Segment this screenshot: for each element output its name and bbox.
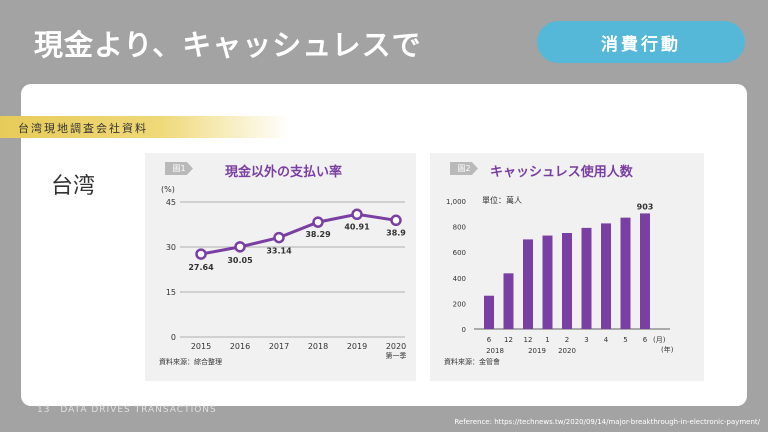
bar — [581, 227, 592, 329]
source-banner-label: 台湾現地調査会社資料 — [18, 122, 148, 135]
y-tick-label: 800 — [453, 224, 466, 232]
data-point — [234, 241, 246, 253]
y-axis-unit: 單位：萬人 — [482, 196, 522, 205]
bar — [523, 239, 533, 329]
page-number: 13 — [37, 405, 51, 415]
x-tick-label: 3 — [584, 336, 588, 344]
bar — [562, 233, 572, 329]
y-tick-label: 600 — [453, 249, 466, 257]
bar — [601, 223, 611, 329]
x-tick-label: 2016 — [230, 342, 250, 351]
slide-title: 現金より、キャッシュレスで — [34, 28, 422, 62]
figure-tag: 圖2 — [450, 162, 478, 175]
chart-source: 資料來源：綜合整理 — [159, 358, 222, 366]
year-label: 2020 — [558, 347, 576, 355]
data-point — [312, 216, 324, 228]
data-label: 33.14 — [266, 247, 292, 256]
x-tick-label: 2018 — [308, 342, 328, 351]
x-tick-label: 5 — [623, 336, 627, 344]
data-label: 27.64 — [188, 263, 214, 272]
x-tick-label: 6 — [643, 336, 648, 344]
region-label: 台湾 — [51, 174, 96, 199]
series-line — [200, 212, 397, 256]
y-tick-label: 15 — [166, 288, 176, 297]
cashless-users-chart-panel: 圖2 キャッシュレス使用人数 單位：萬人 0 200 400 600 800 1,000 6… — [430, 153, 704, 381]
y-tick-label: 1,000 — [446, 198, 466, 206]
x-tick-sublabel: 第一季 — [386, 351, 407, 360]
y-tick-label: 200 — [453, 300, 466, 308]
payment-rate-chart-panel: 圖1 現金以外の支払い率 (%) 0 15 30 45 2015 2016 2017 2018… — [145, 153, 416, 381]
data-label: 38.9 — [386, 228, 406, 237]
x-tick-label: 12 — [504, 336, 513, 344]
category-pill: 消費行動 — [537, 21, 745, 63]
chart-title: キャッシュレス使用人数 — [490, 165, 633, 180]
page-footer: 13 DATA DRIVES TRANSACTIONS — [37, 405, 223, 415]
data-point — [390, 214, 402, 227]
y-tick-label: 30 — [166, 243, 176, 252]
x-tick-label: 1 — [545, 336, 549, 344]
y-tick-label: 45 — [166, 198, 176, 207]
x-tick-label: 2020 — [386, 342, 406, 351]
x-tick-label: 6 — [487, 336, 492, 344]
x-tick-label: 2019 — [347, 342, 367, 351]
bar — [620, 217, 631, 329]
chart-source: 資料來源：金管會 — [444, 358, 500, 366]
x-tick-label: 4 — [604, 336, 609, 344]
data-label: 30.05 — [227, 256, 253, 265]
bar — [484, 295, 494, 329]
x-tick-label: 12 — [524, 336, 533, 344]
x-tick-label: 2015 — [191, 342, 211, 351]
y-axis-unit: (%) — [161, 185, 175, 194]
bar — [640, 213, 650, 329]
data-point — [273, 231, 285, 244]
y-tick-label: 0 — [462, 326, 466, 334]
footer-tagline: DATA DRIVES TRANSACTIONS — [60, 405, 217, 415]
reference-link[interactable]: Reference: https://technews.tw/2020/09/1… — [454, 418, 760, 426]
x-tick-label: 2 — [565, 336, 569, 344]
year-label: 2018 — [486, 347, 504, 355]
data-point — [351, 208, 363, 221]
year-label: 2019 — [528, 347, 546, 355]
source-banner — [0, 116, 290, 138]
data-label: 903 — [637, 202, 654, 211]
x-tick-label: 2017 — [269, 342, 289, 351]
data-label: 38.29 — [305, 230, 331, 239]
x-unit-label: (年) — [661, 345, 674, 354]
data-label: 40.91 — [344, 222, 370, 231]
chart-title: 現金以外の支払い率 — [225, 165, 343, 180]
bar — [503, 273, 514, 329]
x-unit-label: (月) — [653, 336, 666, 344]
bar — [542, 235, 553, 329]
y-tick-label: 400 — [453, 275, 466, 283]
figure-tag: 圖1 — [165, 162, 193, 175]
data-point — [195, 248, 207, 260]
y-tick-label: 0 — [171, 333, 176, 342]
